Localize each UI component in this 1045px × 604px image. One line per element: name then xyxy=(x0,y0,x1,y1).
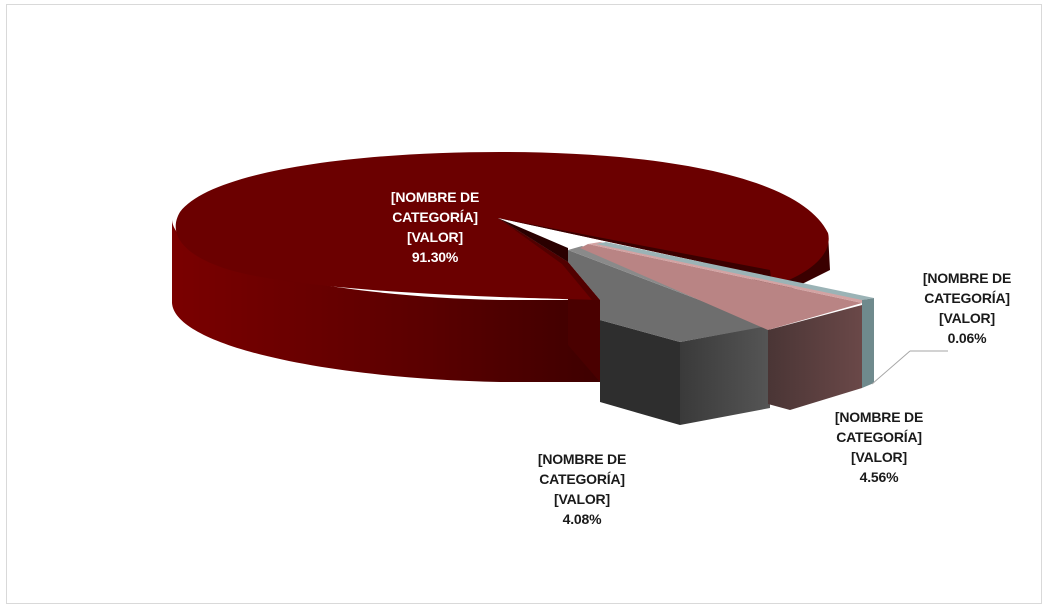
slice-1-value: [VALOR] xyxy=(407,229,463,245)
slice-2-name: [NOMBRE DE CATEGORÍA] xyxy=(537,451,627,487)
pie-slice-3 xyxy=(580,242,866,410)
slice-1-name: [NOMBRE DE CATEGORÍA] xyxy=(390,189,480,225)
data-label-slice-1: [NOMBRE DE CATEGORÍA] [VALOR] 91.30% xyxy=(355,187,515,267)
slice-4-percent: 0.06% xyxy=(947,330,987,346)
slice-4-value: [VALOR] xyxy=(939,310,995,326)
slice-3-name: [NOMBRE DE CATEGORÍA] xyxy=(834,409,924,445)
data-label-slice-2: [NOMBRE DE CATEGORÍA] [VALOR] 4.08% xyxy=(502,449,662,529)
pie-slice-4 xyxy=(596,242,874,388)
data-label-slice-3: [NOMBRE DE CATEGORÍA] [VALOR] 4.56% xyxy=(799,407,959,487)
slice-2-percent: 4.08% xyxy=(562,511,602,527)
slice-3-percent: 4.56% xyxy=(859,469,899,485)
leader-line-2 xyxy=(871,350,911,385)
slice-4-name: [NOMBRE DE CATEGORÍA] xyxy=(922,270,1012,306)
slice-2-value: [VALOR] xyxy=(554,491,610,507)
slice-1-percent: 91.30% xyxy=(411,249,459,265)
data-label-slice-4: [NOMBRE DE CATEGORÍA] [VALOR] 0.06% xyxy=(887,268,1045,348)
slice-3-value: [VALOR] xyxy=(851,449,907,465)
